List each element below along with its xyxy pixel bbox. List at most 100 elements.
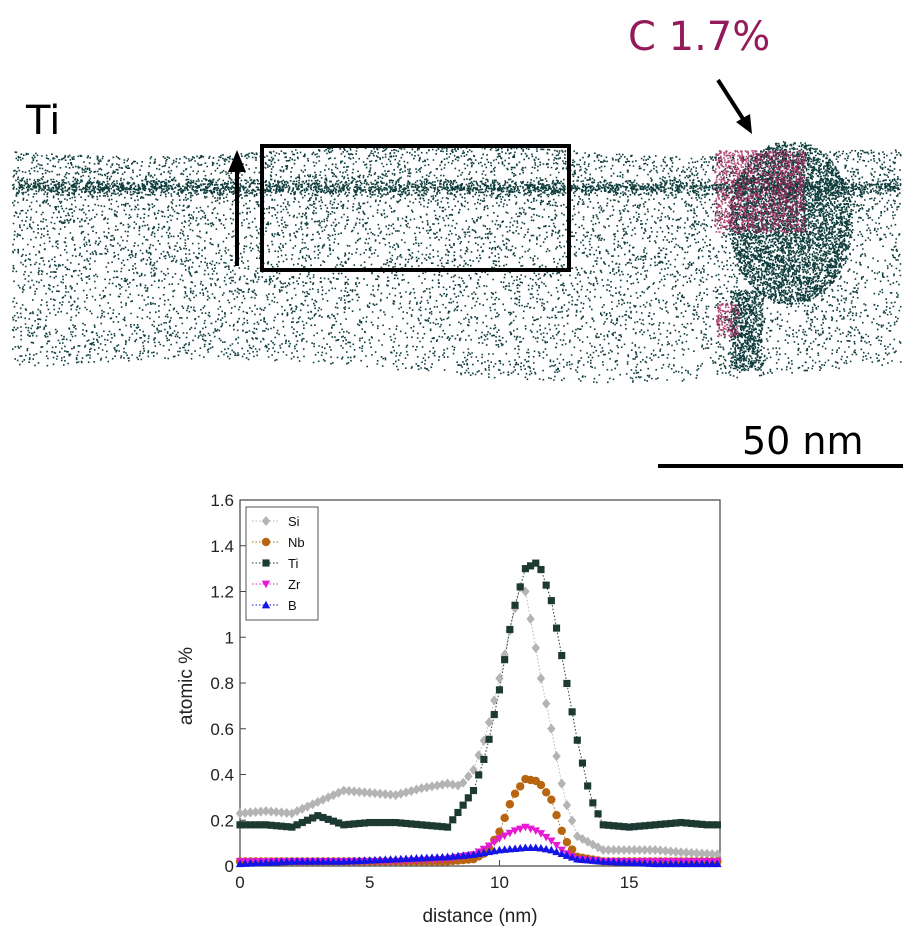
data-point-b [645,859,655,867]
data-point-ti [314,812,322,820]
data-point-zr [599,858,608,866]
data-point-b [360,856,369,864]
legend-label: Zr [288,577,301,592]
data-point-b [624,858,634,866]
data-point-b [490,846,499,855]
series-line-nb [240,778,718,862]
data-point-zr [630,858,639,866]
data-point-nb [547,795,556,804]
data-point-nb [365,857,374,866]
data-point-b [583,855,592,864]
data-point-zr [624,858,634,866]
data-point-nb [292,857,302,866]
data-point-nb [381,857,390,866]
x-tick-label: 0 [235,873,244,892]
data-point-si [235,808,245,819]
data-point-b [552,847,561,856]
data-point-si [266,806,276,817]
data-point-b [666,859,675,868]
data-point-si [360,787,369,798]
data-point-nb [303,857,312,866]
data-point-ti [288,823,296,831]
atom-probe-map: Ti C 1.7% 50 nm [12,14,903,468]
data-point-zr [360,858,369,866]
data-point-zr [355,858,364,866]
data-point-zr [396,857,406,866]
data-point-ti [241,821,249,829]
data-point-nb [344,857,354,866]
data-point-nb [552,811,561,820]
data-point-ti [376,818,384,827]
data-point-nb [619,857,629,866]
series-nb [235,774,722,866]
data-point-zr [557,846,566,855]
data-point-b [604,857,613,866]
data-point-b [391,854,400,863]
data-point-zr [552,842,561,850]
data-point-ti [589,799,597,807]
data-point-si [676,847,686,858]
data-point-zr [484,842,494,851]
data-point-b [381,855,390,863]
data-point-ti [438,823,446,831]
data-point-si [630,844,639,856]
data-point-b [692,859,701,868]
data-point-nb [599,857,608,866]
data-point-zr [386,858,395,866]
data-point-ti [407,820,415,828]
data-point-b [573,854,582,863]
data-point-nb [495,827,504,836]
data-point-nb [443,857,452,866]
data-point-b [256,858,265,867]
data-point-si [692,848,701,859]
data-point-b [609,857,618,866]
y-tick-label: 0.8 [210,674,234,693]
data-point-b [339,857,348,865]
data-point-si [484,717,494,728]
data-point-si [702,848,712,859]
data-point-ti [687,819,696,828]
data-point-ti [651,821,659,829]
data-point-b [619,858,629,866]
data-point-zr [240,858,250,866]
legend-marker-zr [261,580,271,589]
data-point-ti [360,819,369,827]
data-point-nb [464,855,473,864]
data-point-b [599,857,608,865]
data-point-nb [329,857,338,866]
data-point-si [510,603,520,614]
data-point-b [557,849,566,858]
data-point-zr [692,858,701,866]
data-point-b [235,859,245,868]
series-zr [235,823,722,866]
data-point-si [282,807,291,818]
legend-item: Si [252,514,300,529]
data-point-si [417,783,426,794]
data-point-nb [635,857,644,866]
data-point-b [318,857,328,865]
data-point-si [448,779,457,790]
data-point-nb [583,854,592,863]
data-point-zr [573,855,582,864]
data-point-zr [432,856,442,864]
data-point-ti [501,656,509,664]
data-point-zr [427,856,437,865]
data-point-ti [511,601,519,609]
data-point-zr [547,837,556,846]
data-point-nb [614,857,624,866]
data-point-b [329,857,338,865]
data-point-nb [334,857,343,866]
data-point-zr [635,858,644,866]
data-point-si [256,806,265,817]
data-point-si [547,723,556,734]
data-point-si [339,785,348,796]
data-point-nb [531,776,540,786]
data-point-si [412,784,421,795]
data-point-si [401,787,411,798]
data-point-zr [391,858,400,866]
legend-item: Nb [252,535,305,550]
data-point-ti [475,771,483,779]
data-point-zr [479,845,489,854]
data-point-nb [609,857,618,866]
data-point-ti [423,821,431,829]
